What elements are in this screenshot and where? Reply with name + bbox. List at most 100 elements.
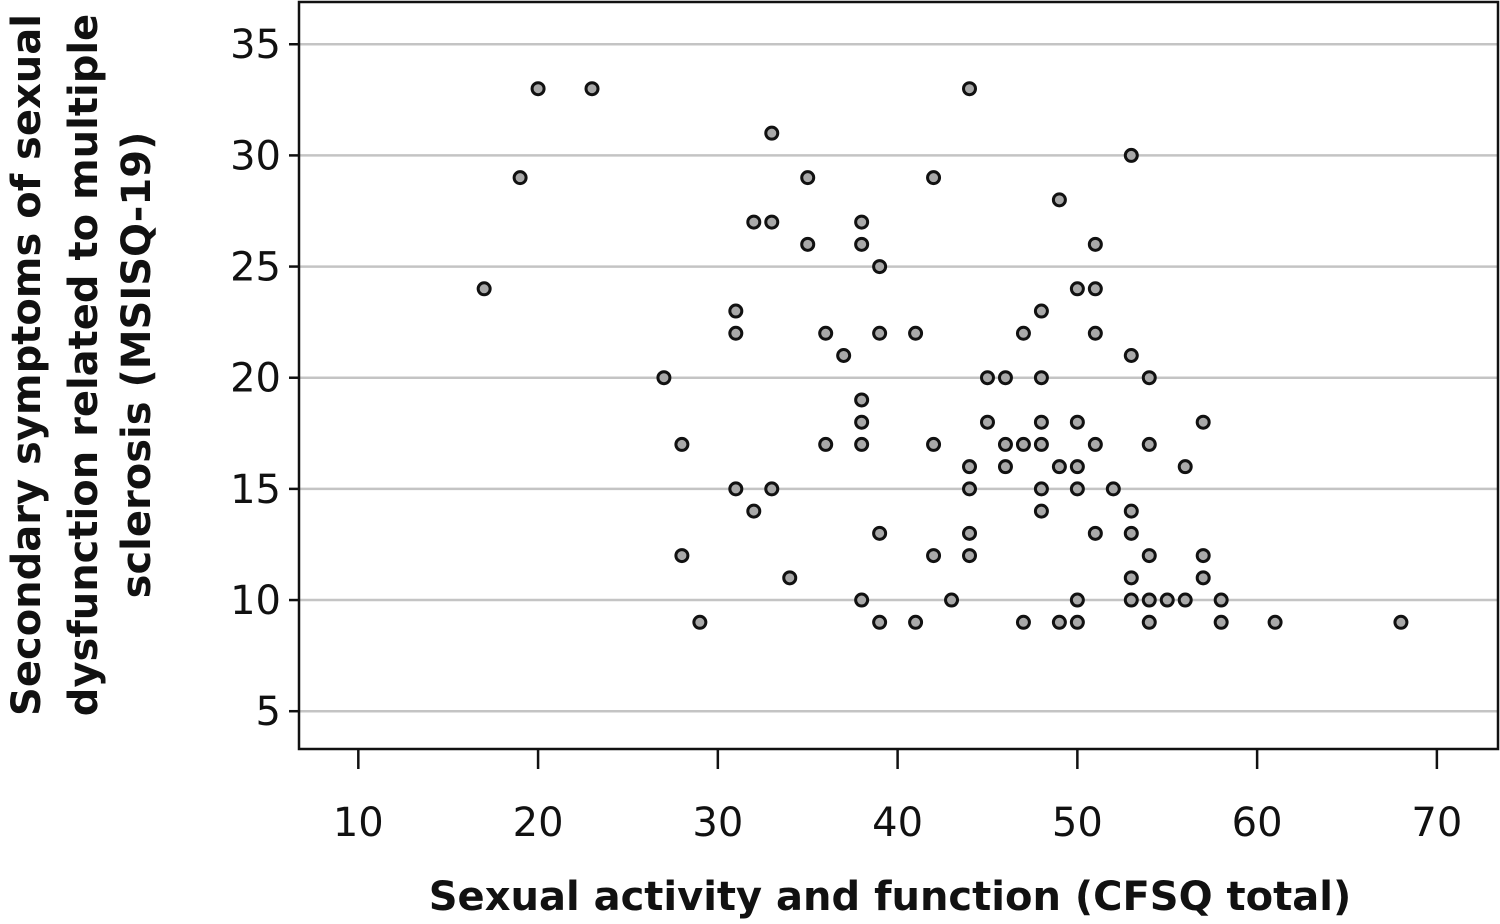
data-point (1195, 414, 1211, 430)
data-point (1123, 525, 1139, 541)
data-point (1069, 592, 1085, 608)
data-point (1069, 481, 1085, 497)
data-point (908, 325, 924, 341)
data-point (674, 548, 690, 564)
data-point (1393, 614, 1409, 630)
data-point (944, 592, 960, 608)
data-point (872, 325, 888, 341)
data-point (962, 81, 978, 97)
data-point (854, 436, 870, 452)
data-point (818, 436, 834, 452)
data-point (1051, 614, 1067, 630)
x-tick-label: 60 (1232, 800, 1283, 846)
x-axis: 10 20 30 40 50 60 70 (333, 749, 1462, 846)
y-axis-title: Secondary symptoms of sexual dysfunction … (4, 14, 160, 716)
data-point (1069, 614, 1085, 630)
x-tick-label: 20 (513, 800, 564, 846)
data-point (854, 236, 870, 252)
data-point (1033, 370, 1049, 386)
data-point (1195, 548, 1211, 564)
data-point (1141, 436, 1157, 452)
data-point (1051, 459, 1067, 475)
data-point (1069, 281, 1085, 297)
y-gridlines (299, 42, 1498, 713)
data-point (1159, 592, 1175, 608)
data-point (782, 570, 798, 586)
data-point (800, 236, 816, 252)
data-point (1141, 548, 1157, 564)
data-point (854, 592, 870, 608)
data-point (764, 481, 780, 497)
data-point (1123, 347, 1139, 363)
data-point (872, 614, 888, 630)
y-tick-label: 20 (230, 356, 281, 402)
data-point (962, 548, 978, 564)
data-point (530, 81, 546, 97)
data-point (962, 481, 978, 497)
data-point (1177, 459, 1193, 475)
data-point (1051, 192, 1067, 208)
data-point (1141, 614, 1157, 630)
data-point (1087, 525, 1103, 541)
data-points (476, 81, 1409, 630)
y-tick-label: 30 (230, 133, 281, 179)
data-point (1123, 570, 1139, 586)
data-point (674, 436, 690, 452)
data-point (1213, 592, 1229, 608)
data-point (728, 325, 744, 341)
x-tick-label: 10 (333, 800, 384, 846)
x-tick-label: 40 (872, 800, 923, 846)
data-point (746, 503, 762, 519)
y-tick-label: 25 (230, 245, 281, 291)
y-tick-label: 15 (230, 467, 281, 513)
data-point (908, 614, 924, 630)
data-point (1033, 414, 1049, 430)
data-point (872, 525, 888, 541)
data-point (1015, 614, 1031, 630)
data-point (1141, 370, 1157, 386)
data-point (854, 414, 870, 430)
data-point (1087, 325, 1103, 341)
data-point (997, 436, 1013, 452)
data-point (1033, 481, 1049, 497)
data-point (1033, 436, 1049, 452)
data-point (1177, 592, 1193, 608)
data-point (1033, 503, 1049, 519)
data-point (1069, 414, 1085, 430)
data-point (1123, 592, 1139, 608)
data-point (926, 170, 942, 186)
data-point (926, 436, 942, 452)
x-axis-title: Sexual activity and function (CFSQ total… (429, 874, 1352, 920)
data-point (1033, 303, 1049, 319)
y-axis-title-line: sclerosis (MSISQ-19) (114, 132, 160, 599)
data-point (746, 214, 762, 230)
data-point (728, 481, 744, 497)
data-point (1213, 614, 1229, 630)
data-point (584, 81, 600, 97)
y-tick-label: 35 (230, 22, 281, 68)
data-point (962, 459, 978, 475)
data-point (476, 281, 492, 297)
data-point (1087, 281, 1103, 297)
data-point (1123, 147, 1139, 163)
data-point (764, 214, 780, 230)
data-point (800, 170, 816, 186)
y-tick-label: 10 (230, 578, 281, 624)
data-point (656, 370, 672, 386)
data-point (728, 303, 744, 319)
data-point (997, 459, 1013, 475)
data-point (997, 370, 1013, 386)
data-point (1069, 459, 1085, 475)
data-point (1195, 570, 1211, 586)
x-tick-label: 30 (692, 800, 743, 846)
x-tick-label: 50 (1052, 800, 1103, 846)
x-tick-label: 70 (1411, 800, 1462, 846)
y-axis: 5 10 15 20 25 30 35 (230, 22, 299, 735)
y-axis-title-line: Secondary symptoms of sexual (4, 14, 50, 716)
data-point (962, 525, 978, 541)
data-point (764, 125, 780, 141)
data-point (1105, 481, 1121, 497)
plot-area-frame (297, 0, 1500, 751)
data-point (979, 370, 995, 386)
data-point (836, 347, 852, 363)
